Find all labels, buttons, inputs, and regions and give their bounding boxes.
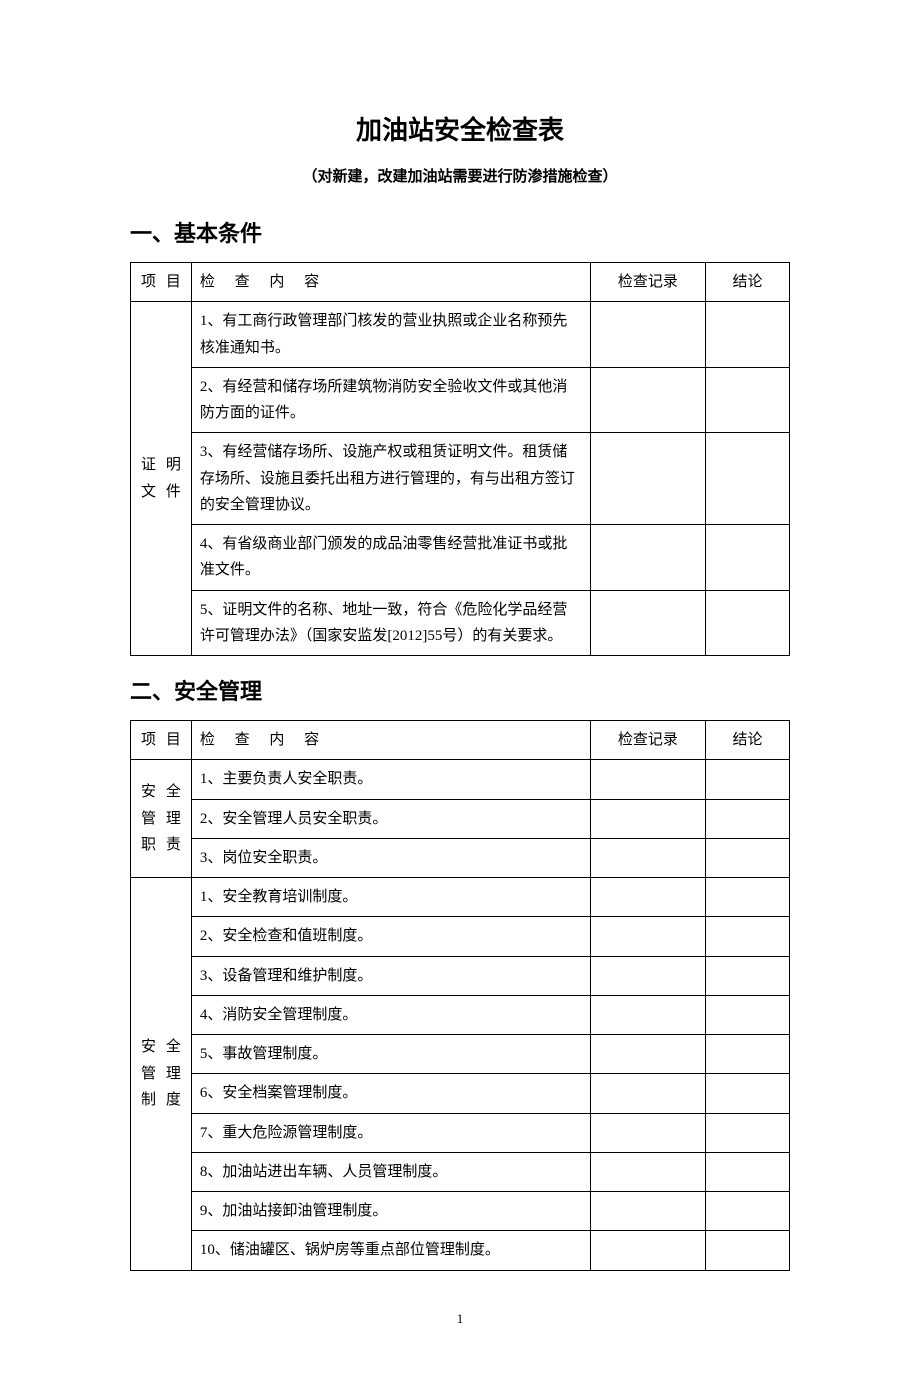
conclusion-cell <box>706 302 790 368</box>
category-cell: 安全管理职责 <box>131 760 192 878</box>
document-subtitle: （对新建，改建加油站需要进行防渗措施检查） <box>130 165 790 186</box>
table-row: 8、加油站进出车辆、人员管理制度。 <box>131 1152 790 1191</box>
content-cell: 4、消防安全管理制度。 <box>191 995 590 1034</box>
record-cell <box>590 433 705 525</box>
conclusion-cell <box>706 433 790 525</box>
content-cell: 8、加油站进出车辆、人员管理制度。 <box>191 1152 590 1191</box>
page-number: 1 <box>130 1311 790 1327</box>
record-cell <box>590 1152 705 1191</box>
table-row: 4、有省级商业部门颁发的成品油零售经营批准证书或批准文件。 <box>131 525 790 591</box>
record-cell <box>590 1113 705 1152</box>
content-cell: 3、有经营储存场所、设施产权或租赁证明文件。租赁储存场所、设施且委托出租方进行管… <box>191 433 590 525</box>
header-category: 项目 <box>131 721 192 760</box>
content-cell: 1、有工商行政管理部门核发的营业执照或企业名称预先核准通知书。 <box>191 302 590 368</box>
record-cell <box>590 995 705 1034</box>
content-cell: 9、加油站接卸油管理制度。 <box>191 1192 590 1231</box>
conclusion-cell <box>706 1231 790 1270</box>
record-cell <box>590 1035 705 1074</box>
record-cell <box>590 590 705 656</box>
conclusion-cell <box>706 995 790 1034</box>
record-cell <box>590 838 705 877</box>
header-category: 项目 <box>131 263 192 302</box>
content-cell: 6、安全档案管理制度。 <box>191 1074 590 1113</box>
table-row: 3、设备管理和维护制度。 <box>131 956 790 995</box>
table-row: 5、证明文件的名称、地址一致，符合《危险化学品经营许可管理办法》（国家安监发[2… <box>131 590 790 656</box>
category-cell: 安全管理制度 <box>131 878 192 1271</box>
section-heading: 一、基本条件 <box>130 216 790 248</box>
conclusion-cell <box>706 760 790 799</box>
record-cell <box>590 760 705 799</box>
table-row: 6、安全档案管理制度。 <box>131 1074 790 1113</box>
table-row: 4、消防安全管理制度。 <box>131 995 790 1034</box>
record-cell <box>590 1074 705 1113</box>
table-row: 3、有经营储存场所、设施产权或租赁证明文件。租赁储存场所、设施且委托出租方进行管… <box>131 433 790 525</box>
content-cell: 3、岗位安全职责。 <box>191 838 590 877</box>
conclusion-cell <box>706 1113 790 1152</box>
header-conclusion: 结论 <box>706 263 790 302</box>
document-title: 加油站安全检查表 <box>130 110 790 147</box>
table-row: 2、有经营和储存场所建筑物消防安全验收文件或其他消防方面的证件。 <box>131 367 790 433</box>
table-header-row: 项目检 查 内 容检查记录结论 <box>131 263 790 302</box>
conclusion-cell <box>706 590 790 656</box>
content-cell: 7、重大危险源管理制度。 <box>191 1113 590 1152</box>
record-cell <box>590 799 705 838</box>
content-cell: 3、设备管理和维护制度。 <box>191 956 590 995</box>
record-cell <box>590 878 705 917</box>
record-cell <box>590 302 705 368</box>
conclusion-cell <box>706 1192 790 1231</box>
header-record: 检查记录 <box>590 263 705 302</box>
table-row: 安全管理制度1、安全教育培训制度。 <box>131 878 790 917</box>
conclusion-cell <box>706 525 790 591</box>
record-cell <box>590 525 705 591</box>
content-cell: 2、安全检查和值班制度。 <box>191 917 590 956</box>
category-cell: 证明文件 <box>131 302 192 656</box>
conclusion-cell <box>706 917 790 956</box>
table-row: 3、岗位安全职责。 <box>131 838 790 877</box>
conclusion-cell <box>706 1152 790 1191</box>
content-cell: 1、安全教育培训制度。 <box>191 878 590 917</box>
content-cell: 10、储油罐区、锅炉房等重点部位管理制度。 <box>191 1231 590 1270</box>
record-cell <box>590 367 705 433</box>
record-cell <box>590 1231 705 1270</box>
table-row: 5、事故管理制度。 <box>131 1035 790 1074</box>
table-row: 2、安全检查和值班制度。 <box>131 917 790 956</box>
content-cell: 4、有省级商业部门颁发的成品油零售经营批准证书或批准文件。 <box>191 525 590 591</box>
content-cell: 5、证明文件的名称、地址一致，符合《危险化学品经营许可管理办法》（国家安监发[2… <box>191 590 590 656</box>
conclusion-cell <box>706 838 790 877</box>
conclusion-cell <box>706 1035 790 1074</box>
checklist-table: 项目检 查 内 容检查记录结论安全管理职责1、主要负责人安全职责。2、安全管理人… <box>130 720 790 1271</box>
record-cell <box>590 917 705 956</box>
content-cell: 2、有经营和储存场所建筑物消防安全验收文件或其他消防方面的证件。 <box>191 367 590 433</box>
content-cell: 1、主要负责人安全职责。 <box>191 760 590 799</box>
table-row: 证明文件1、有工商行政管理部门核发的营业执照或企业名称预先核准通知书。 <box>131 302 790 368</box>
section-heading: 二、安全管理 <box>130 674 790 706</box>
header-content: 检 查 内 容 <box>191 721 590 760</box>
conclusion-cell <box>706 799 790 838</box>
table-row: 9、加油站接卸油管理制度。 <box>131 1192 790 1231</box>
table-row: 7、重大危险源管理制度。 <box>131 1113 790 1152</box>
record-cell <box>590 956 705 995</box>
table-header-row: 项目检 查 内 容检查记录结论 <box>131 721 790 760</box>
header-content: 检 查 内 容 <box>191 263 590 302</box>
header-conclusion: 结论 <box>706 721 790 760</box>
content-cell: 2、安全管理人员安全职责。 <box>191 799 590 838</box>
record-cell <box>590 1192 705 1231</box>
table-row: 10、储油罐区、锅炉房等重点部位管理制度。 <box>131 1231 790 1270</box>
table-row: 安全管理职责1、主要负责人安全职责。 <box>131 760 790 799</box>
conclusion-cell <box>706 878 790 917</box>
header-record: 检查记录 <box>590 721 705 760</box>
conclusion-cell <box>706 1074 790 1113</box>
conclusion-cell <box>706 367 790 433</box>
checklist-table: 项目检 查 内 容检查记录结论证明文件1、有工商行政管理部门核发的营业执照或企业… <box>130 262 790 656</box>
content-cell: 5、事故管理制度。 <box>191 1035 590 1074</box>
conclusion-cell <box>706 956 790 995</box>
table-row: 2、安全管理人员安全职责。 <box>131 799 790 838</box>
